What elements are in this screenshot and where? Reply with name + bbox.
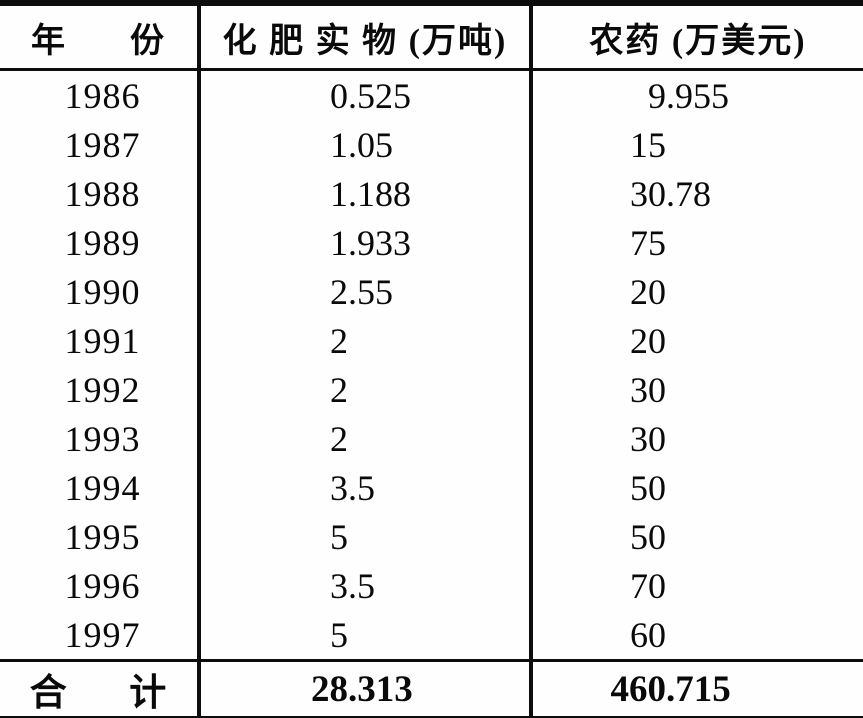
year-cell: 1991 — [64, 320, 141, 361]
pesticide-value: 15 — [630, 124, 666, 165]
total-pesticide-cell: 460.715 — [529, 659, 863, 718]
year-cell: 1996 — [64, 565, 141, 606]
fertilizer-cell: 1.05 — [197, 120, 531, 169]
pesticide-cell: 30.78 — [529, 169, 863, 218]
pesticide-value: 20 — [630, 320, 666, 361]
pesticide-value: 70 — [630, 565, 666, 606]
fertilizer-value: 2 — [330, 369, 348, 410]
year-cell: 1994 — [64, 467, 141, 508]
table-row: 1995 5 50 — [0, 512, 863, 561]
fertilizer-value: 1.05 — [330, 124, 393, 165]
table-row: 1994 3.5 50 — [0, 463, 863, 512]
year-cell: 1995 — [64, 516, 141, 557]
table-footer: 合 计 28.313 460.715 — [0, 659, 863, 718]
fertilizer-value: 1.188 — [330, 173, 411, 214]
pesticide-cell: 50 — [529, 512, 863, 561]
pesticide-value: 30.78 — [630, 173, 711, 214]
pesticide-cell: 30 — [529, 365, 863, 414]
pesticide-cell: 75 — [529, 218, 863, 267]
table-row: 1987 1.05 15 — [0, 120, 863, 169]
table-body: 1986 0.525 9.955 1987 1.05 15 1988 1.188 30.78 19… — [0, 69, 863, 661]
year-cell: 1988 — [64, 173, 141, 214]
table-row: 1986 0.525 9.955 — [0, 69, 863, 120]
fertilizer-cell: 2.55 — [197, 267, 531, 316]
table-header: 年 份 化 肥 实 物 (万吨) 农药 (万美元) — [0, 3, 863, 71]
header-row: 年 份 化 肥 实 物 (万吨) 农药 (万美元) — [0, 3, 863, 71]
pesticide-value: 20 — [630, 271, 666, 312]
total-row: 合 计 28.313 460.715 — [0, 659, 863, 718]
table-row: 1993 2 30 — [0, 414, 863, 463]
pesticide-cell: 70 — [529, 561, 863, 610]
table-row: 1988 1.188 30.78 — [0, 169, 863, 218]
fertilizer-value: 3.5 — [330, 467, 375, 508]
table-row: 1992 2 30 — [0, 365, 863, 414]
fertilizer-value: 2 — [330, 320, 348, 361]
fertilizer-cell: 5 — [197, 610, 531, 661]
pesticide-cell: 30 — [529, 414, 863, 463]
total-fertilizer-value: 28.313 — [311, 668, 413, 710]
pesticide-cell: 60 — [529, 610, 863, 661]
pesticide-value: 50 — [630, 467, 666, 508]
year-cell: 1990 — [64, 271, 141, 312]
pesticide-cell: 15 — [529, 120, 863, 169]
table-row: 1991 2 20 — [0, 316, 863, 365]
year-cell: 1986 — [64, 75, 141, 116]
fertilizer-cell: 1.933 — [197, 218, 531, 267]
fertilizer-value: 2.55 — [330, 271, 393, 312]
fertilizer-cell: 3.5 — [197, 463, 531, 512]
fertilizer-value: 3.5 — [330, 565, 375, 606]
fertilizer-cell: 2 — [197, 414, 531, 463]
pesticide-cell: 20 — [529, 316, 863, 365]
table-row: 1996 3.5 70 — [0, 561, 863, 610]
pesticide-cell: 9.955 — [529, 69, 863, 120]
table-row: 1990 2.55 20 — [0, 267, 863, 316]
pesticide-value: 75 — [630, 222, 666, 263]
fertilizer-value: 2 — [330, 418, 348, 459]
year-cell: 1993 — [64, 418, 141, 459]
total-fertilizer-cell: 28.313 — [197, 659, 531, 718]
total-label: 合 计 — [0, 659, 199, 718]
fertilizer-cell: 3.5 — [197, 561, 531, 610]
table-row: 1997 5 60 — [0, 610, 863, 661]
header-pesticide: 农药 (万美元) — [529, 3, 863, 71]
pesticide-value: 30 — [630, 418, 666, 459]
fertilizer-value: 1.933 — [330, 222, 411, 263]
fertilizer-value: 0.525 — [330, 75, 411, 116]
year-cell: 1987 — [64, 124, 141, 165]
fertilizer-cell: 2 — [197, 316, 531, 365]
pesticide-value: 60 — [630, 614, 666, 655]
pesticide-value: 9.955 — [648, 75, 729, 116]
fertilizer-value: 5 — [330, 614, 348, 655]
fertilizer-cell: 1.188 — [197, 169, 531, 218]
year-cell: 1997 — [64, 614, 141, 655]
fertilizer-cell: 5 — [197, 512, 531, 561]
fertilizer-cell: 2 — [197, 365, 531, 414]
fertilizer-cell: 0.525 — [197, 69, 531, 120]
year-cell: 1992 — [64, 369, 141, 410]
fertilizer-value: 5 — [330, 516, 348, 557]
pesticide-cell: 50 — [529, 463, 863, 512]
header-year: 年 份 — [0, 3, 199, 71]
total-pesticide-value: 460.715 — [610, 668, 731, 710]
pesticide-value: 50 — [630, 516, 666, 557]
pesticide-value: 30 — [630, 369, 666, 410]
table-row: 1989 1.933 75 — [0, 218, 863, 267]
pesticide-cell: 20 — [529, 267, 863, 316]
header-fertilizer: 化 肥 实 物 (万吨) — [197, 3, 531, 71]
year-cell: 1989 — [64, 222, 141, 263]
